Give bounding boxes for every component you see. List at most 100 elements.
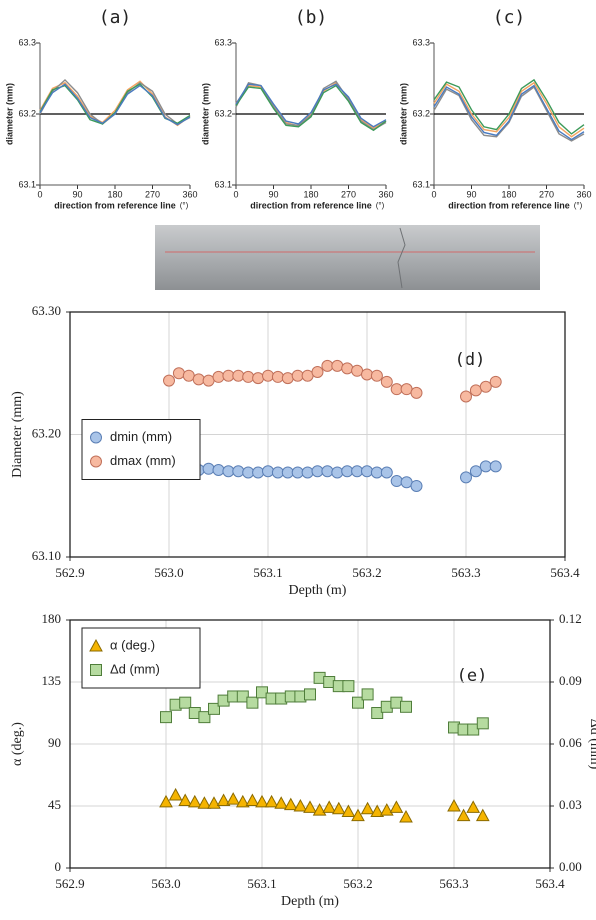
- x-tick-label: 563.0: [154, 565, 183, 580]
- y-tick-label: 63.3: [18, 37, 36, 47]
- circle-marker: [90, 431, 102, 444]
- legend-label: dmin (mm): [110, 429, 172, 444]
- y-axis-label: diameter (mm): [398, 83, 408, 145]
- y-tick-label: 63.1: [412, 179, 430, 189]
- legend-box: [81, 419, 201, 480]
- y-axis-label: α (deg.): [10, 722, 25, 766]
- triangle-marker: [89, 638, 103, 652]
- square-marker: [400, 700, 412, 713]
- circle-marker: [252, 466, 265, 479]
- square-marker: [304, 688, 316, 701]
- triangle-marker: [293, 798, 308, 812]
- circle-marker: [242, 466, 255, 479]
- x-tick-label: 270: [341, 189, 356, 199]
- y-axis-label: diameter (mm): [200, 83, 210, 145]
- triangle-marker: [159, 794, 173, 808]
- square-marker: [90, 664, 102, 676]
- circle-marker: [410, 386, 423, 399]
- circle-marker: [469, 384, 482, 397]
- chart-title: (b): [295, 7, 328, 28]
- circle-marker: [232, 465, 245, 478]
- x-tick-label: 270: [539, 189, 554, 199]
- x-tick-label: 0: [233, 189, 238, 199]
- circle-marker: [341, 465, 354, 478]
- x-tick-label: 562.9: [55, 876, 84, 891]
- triangle-marker: [303, 800, 317, 813]
- data-line: [39, 83, 191, 126]
- y-tick-label: 63.3: [412, 37, 430, 47]
- circle-marker: [301, 466, 314, 479]
- square-marker: [467, 723, 480, 736]
- x-tick-label: 180: [501, 189, 516, 199]
- y-tick-label: 135: [42, 673, 62, 688]
- square-marker: [476, 717, 489, 730]
- triangle-marker: [245, 793, 260, 806]
- triangle-marker: [331, 801, 346, 815]
- y-tick-label: 45: [48, 797, 61, 812]
- square-marker: [246, 696, 259, 709]
- y-tick-label: 63.1: [214, 179, 232, 189]
- x-tick-label: 563.1: [253, 565, 282, 580]
- circle-marker: [390, 475, 403, 488]
- x-axis-label: direction from reference line: [54, 200, 176, 210]
- circle-marker: [460, 471, 472, 484]
- square-marker: [352, 696, 364, 709]
- y-axis-label: diameter (mm): [4, 83, 14, 145]
- square-marker: [198, 711, 211, 724]
- triangle-marker: [360, 801, 375, 815]
- y-tick-label: 63.1: [18, 179, 36, 189]
- triangle-marker: [283, 797, 298, 811]
- legend-label: α (deg.): [110, 637, 155, 652]
- circle-marker: [291, 466, 304, 479]
- circle-marker: [400, 476, 413, 489]
- x-unit-label: (°): [180, 201, 189, 210]
- x-tick-label: 563.3: [439, 876, 468, 891]
- data-line: [433, 84, 585, 141]
- triangle-marker: [168, 787, 183, 801]
- chart-title: (a): [99, 7, 132, 28]
- triangle-marker: [322, 800, 337, 813]
- x-tick-label: 0: [37, 189, 42, 199]
- legend: dmin (mm) dmax (mm): [81, 419, 201, 480]
- data-line: [235, 81, 387, 130]
- y-tick-label: 0: [55, 859, 62, 874]
- triangle-marker: [264, 794, 279, 808]
- circle-marker: [489, 460, 502, 473]
- circle-marker: [232, 369, 245, 382]
- circle-marker: [370, 369, 383, 382]
- x-tick-label: 270: [145, 189, 160, 199]
- x-tick-label: 360: [576, 189, 591, 199]
- legend-box: [81, 627, 201, 689]
- circle-marker: [212, 464, 225, 477]
- y2-tick-label: 0.06: [559, 735, 582, 750]
- circle-marker: [380, 466, 393, 479]
- square-marker: [361, 688, 374, 701]
- x-axis-label: Depth (m): [281, 894, 339, 909]
- x-tick-label: 180: [107, 189, 122, 199]
- triangle-marker: [235, 794, 250, 808]
- x-tick-label: 562.9: [55, 565, 84, 580]
- plot-frame: [69, 619, 551, 869]
- chart: (c) 63.1 63.2 63.3 0 90 180 270 360 direction fro…: [398, 7, 591, 210]
- circle-marker: [351, 465, 364, 478]
- x-tick-label: 0: [431, 189, 436, 199]
- circle-marker: [321, 359, 334, 372]
- circle-marker: [212, 370, 225, 383]
- legend: α (deg.) Δd (mm): [81, 627, 201, 689]
- circle-marker: [182, 369, 195, 382]
- circle-marker: [90, 455, 102, 468]
- x-axis-label: direction from reference line: [250, 200, 372, 210]
- y-tick-label: 90: [48, 735, 61, 750]
- triangle-marker: [197, 796, 212, 809]
- triangle-marker: [207, 796, 221, 809]
- legend-label: dmax (mm): [110, 453, 176, 468]
- core-photo: [155, 225, 540, 290]
- triangle-marker: [312, 803, 327, 816]
- circle-marker: [262, 369, 274, 382]
- circle-marker: [390, 383, 403, 396]
- circle-marker: [222, 369, 235, 382]
- x-tick-label: 563.2: [352, 565, 381, 580]
- y-tick-label: 63.2: [18, 108, 36, 118]
- x-tick-label: 563.4: [550, 565, 580, 580]
